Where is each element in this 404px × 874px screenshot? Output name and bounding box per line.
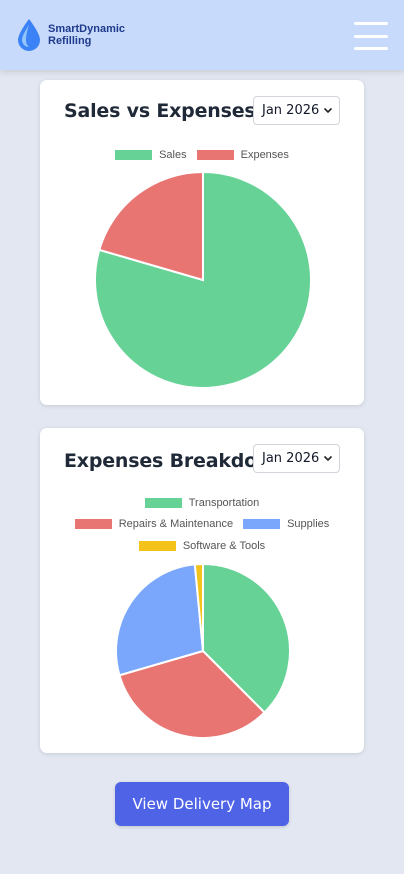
month-select-value: Jan 2026 xyxy=(262,451,320,466)
legend-label: Sales xyxy=(159,149,187,161)
legend-row: Software & Tools xyxy=(40,540,364,552)
card-title: Expenses Breakdown xyxy=(64,450,288,472)
legend-row: Transportation xyxy=(40,497,364,509)
water-drop-icon xyxy=(18,19,40,51)
legend-item[interactable]: Supplies xyxy=(243,518,329,530)
legend-item[interactable]: Repairs & Maintenance xyxy=(74,518,234,530)
chevron-down-icon xyxy=(323,455,333,462)
hamburger-menu-icon[interactable] xyxy=(354,22,388,50)
pie-slice-software-tools[interactable] xyxy=(193,562,204,652)
brand-name: SmartDynamic Refilling xyxy=(48,23,138,47)
app-header: SmartDynamic Refilling xyxy=(0,0,404,70)
chart-legend: Sales Expenses xyxy=(40,149,364,161)
legend-swatch xyxy=(74,519,112,529)
sales-vs-expenses-card: Sales vs Expenses Jan 2026 Sales Expenses xyxy=(40,80,364,405)
legend-label: Transportation xyxy=(188,497,260,509)
expenses-breakdown-pie-chart xyxy=(115,562,291,739)
legend-item[interactable]: Software & Tools xyxy=(138,540,266,552)
brand-line1: SmartDynamic xyxy=(48,23,126,35)
legend-swatch xyxy=(144,498,182,508)
brand-line2: Refilling xyxy=(48,35,92,47)
month-select[interactable]: Jan 2026 xyxy=(253,444,340,473)
month-select-value: Jan 2026 xyxy=(262,103,320,118)
legend-item[interactable]: Sales xyxy=(115,149,187,161)
legend-row: Repairs & Maintenance Supplies xyxy=(40,518,364,530)
legend-label: Supplies xyxy=(287,518,330,530)
pie-slice-supplies[interactable] xyxy=(115,563,205,677)
sales-vs-expenses-pie-chart xyxy=(94,170,312,389)
legend-label: Software & Tools xyxy=(182,540,266,552)
legend-label: Repairs & Maintenance xyxy=(118,518,234,530)
legend-label: Expenses xyxy=(240,149,289,161)
legend-swatch xyxy=(138,541,176,551)
legend-swatch xyxy=(196,150,234,160)
legend-swatch xyxy=(243,519,281,529)
view-delivery-map-button[interactable]: View Delivery Map xyxy=(115,782,289,826)
pie-slice-transportation[interactable] xyxy=(202,562,291,714)
legend-item[interactable]: Expenses xyxy=(196,149,289,161)
month-select[interactable]: Jan 2026 xyxy=(253,96,340,125)
card-title: Sales vs Expenses xyxy=(64,100,256,122)
pie-slice-repairs-maintenance[interactable] xyxy=(118,649,266,739)
legend-swatch xyxy=(115,150,153,160)
pie-slice-expenses[interactable] xyxy=(98,170,204,282)
expenses-breakdown-card: Expenses Breakdown Jan 2026 Transportati… xyxy=(40,428,364,753)
legend-item[interactable]: Transportation xyxy=(144,497,260,509)
chevron-down-icon xyxy=(323,107,333,114)
brand[interactable]: SmartDynamic Refilling xyxy=(16,17,138,53)
